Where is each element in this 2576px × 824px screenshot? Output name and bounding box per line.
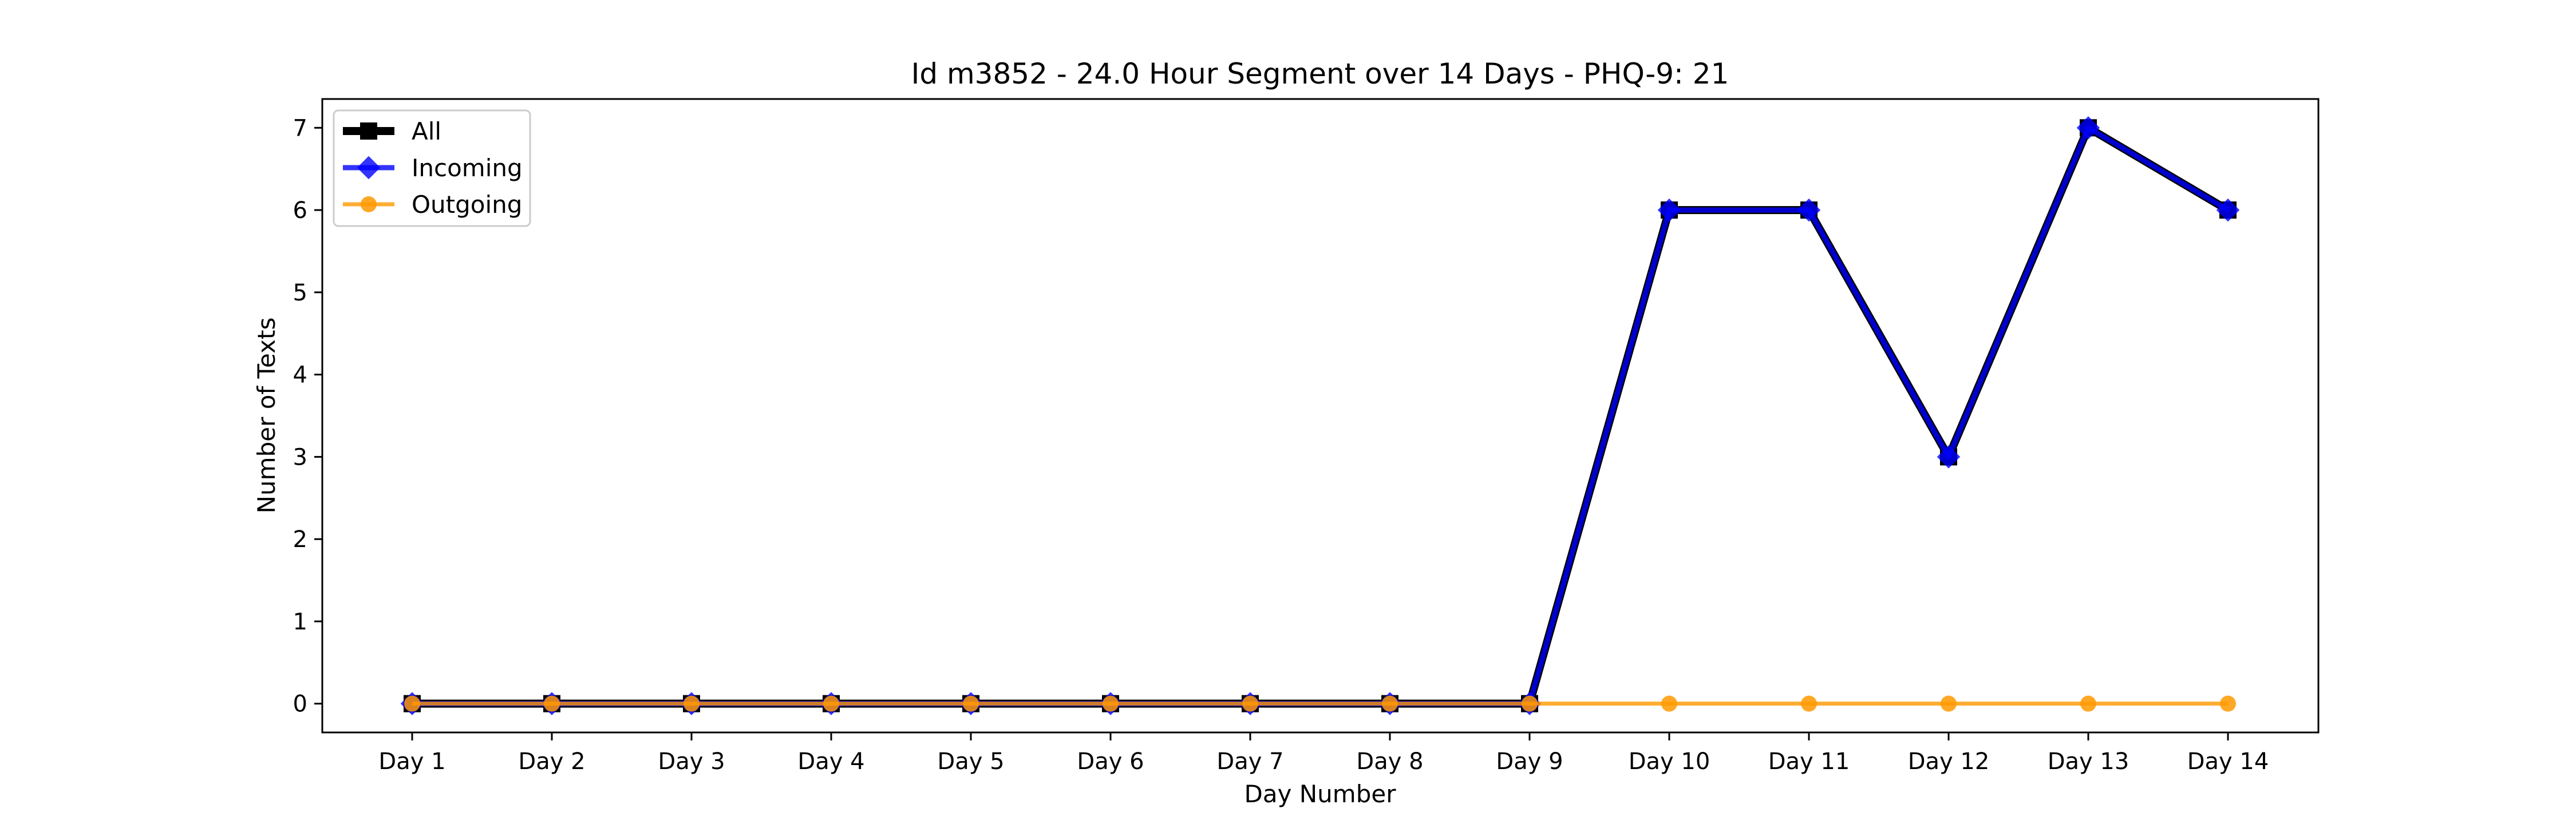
- data-point-outgoing: [1941, 695, 1957, 712]
- x-tick-label: Day 2: [518, 748, 585, 775]
- plot-frame: [321, 98, 2320, 734]
- data-point-outgoing: [1661, 695, 1677, 712]
- data-point-outgoing: [2220, 695, 2236, 712]
- data-point-outgoing: [823, 695, 839, 712]
- legend-marker-outgoing: [361, 196, 377, 212]
- x-tick-label: Day 7: [1216, 748, 1283, 775]
- legend-item-incoming: Incoming: [343, 154, 523, 182]
- legend: All Incoming Outgoing: [333, 109, 531, 227]
- data-point-incoming: [1657, 198, 1681, 222]
- legend-marker-incoming: [357, 156, 381, 180]
- data-point-outgoing: [1801, 695, 1817, 712]
- x-tick-label: Day 6: [1077, 748, 1144, 775]
- x-tick-label: Day 3: [658, 748, 725, 775]
- y-tick-label: 7: [293, 115, 307, 141]
- y-tick-label: 1: [293, 609, 307, 635]
- y-tick-label: 6: [293, 197, 307, 224]
- series-outgoing: [404, 695, 2236, 712]
- data-point-incoming: [1937, 445, 1961, 469]
- x-tick-label: Day 9: [1496, 748, 1563, 775]
- x-tick-label: Day 1: [378, 748, 445, 775]
- legend-label-incoming: Incoming: [412, 154, 523, 182]
- x-tick-label: Day 4: [797, 748, 864, 775]
- data-point-incoming: [2076, 116, 2100, 140]
- data-point-outgoing: [404, 695, 420, 712]
- data-point-outgoing: [963, 695, 979, 712]
- data-point-outgoing: [1242, 695, 1258, 712]
- data-point-incoming: [1797, 198, 1821, 222]
- data-point-outgoing: [544, 695, 560, 712]
- y-tick-label: 2: [293, 526, 307, 553]
- x-tick-label: Day 5: [937, 748, 1004, 775]
- data-point-outgoing: [2080, 695, 2096, 712]
- data-point-outgoing: [683, 695, 700, 712]
- y-tick-label: 0: [293, 691, 307, 718]
- y-tick-label: 5: [293, 280, 307, 306]
- legend-marker-all: [360, 122, 377, 140]
- data-point-outgoing: [1522, 695, 1538, 712]
- x-tick-label: Day 12: [1908, 748, 1990, 775]
- y-tick-label: 3: [293, 444, 307, 470]
- x-tick-label: Day 11: [1768, 748, 1850, 775]
- x-axis-label: Day Number: [1244, 780, 1396, 808]
- x-tick-label: Day 13: [2048, 748, 2129, 775]
- y-axis-label: Number of Texts: [252, 318, 280, 514]
- legend-item-outgoing: Outgoing: [343, 191, 522, 219]
- data-point-outgoing: [1103, 695, 1119, 712]
- plot-area: Day 1 Day 2 Day 3 Day 4 Day 5 Day 6 Day 7 Day 8…: [293, 115, 2269, 775]
- x-tick-label: Day 14: [2187, 748, 2269, 775]
- legend-item-all: All: [343, 117, 441, 145]
- legend-label-outgoing: Outgoing: [412, 191, 522, 219]
- data-point-incoming: [2216, 198, 2240, 222]
- chart-title: Id m3852 - 24.0 Hour Segment over 14 Day…: [911, 57, 1729, 90]
- legend-label-all: All: [412, 117, 441, 145]
- y-tick-label: 4: [293, 362, 307, 389]
- legend-box: [333, 109, 531, 227]
- x-tick-label: Day 10: [1629, 748, 1710, 775]
- x-tick-label: Day 8: [1356, 748, 1423, 775]
- data-point-outgoing: [1382, 695, 1398, 712]
